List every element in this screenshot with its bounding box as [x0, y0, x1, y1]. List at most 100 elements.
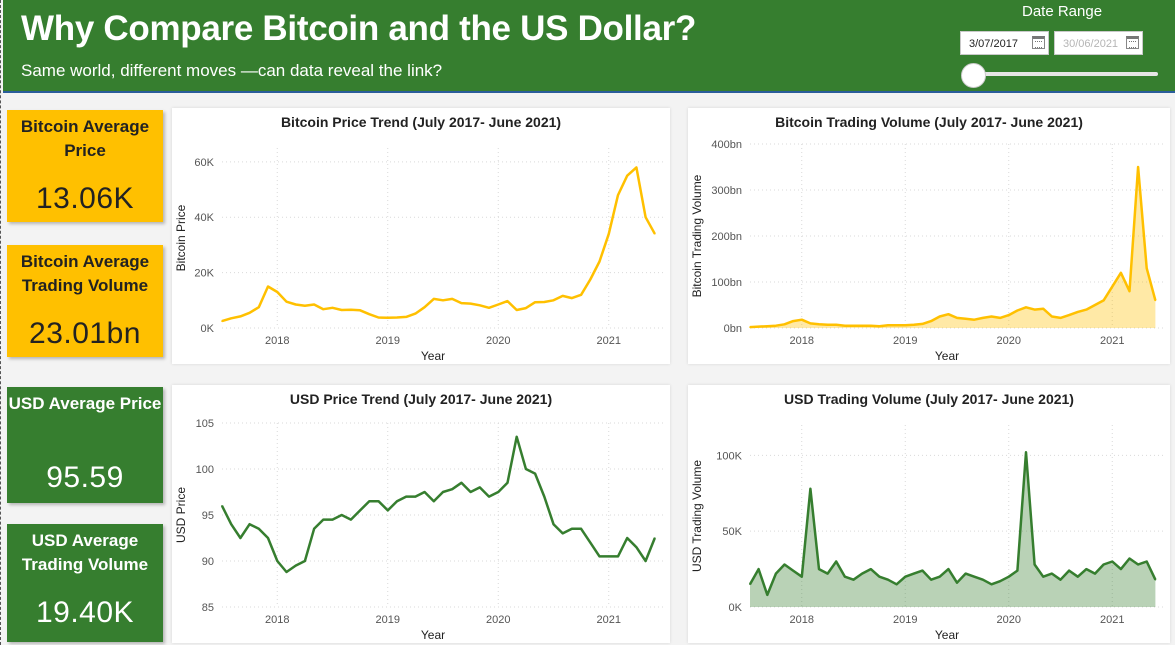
- data-point: [1033, 563, 1036, 566]
- date-end-input[interactable]: 30/06/2021: [1054, 31, 1143, 55]
- date-range-slider-handle[interactable]: [961, 63, 986, 88]
- data-point: [1008, 314, 1010, 316]
- data-point: [331, 518, 334, 521]
- data-point: [350, 308, 352, 311]
- data-point: [801, 318, 803, 321]
- page-subtitle: Same world, different moves —can data re…: [21, 61, 443, 80]
- x-tick-label: 2021: [1100, 335, 1124, 347]
- data-point: [276, 291, 279, 293]
- data-point: [792, 320, 794, 322]
- y-tick-label: 105: [196, 418, 214, 430]
- data-point: [534, 301, 536, 303]
- data-point: [1025, 451, 1027, 454]
- kpi-card-btc-volume: Bitcoin Average Trading Volume 23.01bn: [7, 245, 163, 357]
- data-point: [469, 491, 472, 493]
- data-point: [405, 316, 407, 318]
- data-point: [921, 323, 924, 325]
- chart-title: Bitcoin Trading Volume (July 2017- June …: [775, 114, 1083, 130]
- data-point: [757, 325, 760, 328]
- data-point: [405, 495, 407, 498]
- data-point: [525, 468, 527, 470]
- x-tick-label: 2019: [376, 335, 400, 347]
- y-tick-label: 0K: [729, 602, 743, 614]
- data-point: [377, 500, 380, 502]
- data-point: [878, 575, 881, 578]
- y-tick-label: 100K: [716, 450, 742, 462]
- kpi-card-btc-price: Bitcoin Average Price 13.06K: [7, 110, 163, 222]
- data-point: [757, 568, 760, 570]
- data-point: [488, 307, 490, 309]
- y-tick-label: 0K: [201, 323, 215, 335]
- data-point: [930, 320, 932, 322]
- data-point: [221, 505, 223, 507]
- data-point: [982, 578, 984, 581]
- x-tick-label: 2018: [790, 614, 814, 626]
- data-point: [749, 326, 751, 328]
- data-point: [644, 560, 647, 562]
- data-point: [230, 523, 232, 525]
- kpi-label: Bitcoin Average Trading Volume: [20, 252, 150, 295]
- data-point: [488, 495, 490, 498]
- data-point: [921, 569, 924, 572]
- data-point: [331, 307, 334, 309]
- data-point: [644, 216, 647, 218]
- data-point: [626, 174, 628, 177]
- data-point: [571, 528, 573, 530]
- calendar-icon[interactable]: [1032, 36, 1045, 49]
- x-tick-label: 2020: [997, 614, 1021, 626]
- data-point: [895, 324, 898, 326]
- data-point: [626, 537, 628, 539]
- x-tick-label: 2021: [597, 614, 621, 626]
- data-point: [433, 500, 435, 502]
- date-range-slider-track[interactable]: [975, 72, 1158, 76]
- data-point: [861, 324, 863, 327]
- data-point: [276, 560, 279, 562]
- data-point: [322, 518, 325, 521]
- kpi-label: USD Average Price: [8, 394, 162, 413]
- kpi-value: 95.59: [46, 461, 124, 494]
- data-point: [947, 568, 950, 570]
- data-point: [515, 309, 518, 311]
- kpi-label: Bitcoin Average Price: [20, 117, 150, 160]
- y-tick-label: 95: [202, 510, 214, 522]
- chart-title: USD Trading Volume (July 2017- June 2021…: [784, 391, 1074, 407]
- data-point: [1128, 557, 1131, 560]
- data-point: [368, 500, 371, 502]
- data-point: [561, 532, 564, 535]
- data-point: [340, 514, 343, 516]
- data-point: [990, 583, 993, 586]
- x-tick-label: 2018: [790, 335, 814, 347]
- data-point: [783, 563, 786, 566]
- data-point: [350, 518, 352, 521]
- calendar-icon[interactable]: [1126, 36, 1139, 49]
- data-point: [783, 323, 786, 326]
- data-point: [598, 555, 601, 558]
- data-point: [654, 537, 656, 539]
- data-point: [982, 317, 984, 319]
- y-tick-label: 40K: [194, 212, 214, 224]
- data-point: [460, 302, 463, 304]
- chart-panel-btc-volume: Bitcoin Trading Volume (July 2017- June …: [688, 108, 1170, 364]
- data-point: [497, 491, 500, 493]
- data-point: [313, 528, 315, 530]
- data-point: [826, 324, 829, 326]
- data-point: [552, 523, 555, 525]
- data-point: [423, 306, 426, 308]
- kpi-card-usd-price: USD Average Price 95.59: [7, 387, 163, 503]
- data-point: [861, 572, 863, 575]
- data-point: [598, 260, 601, 263]
- data-point: [617, 194, 619, 196]
- data-point: [304, 560, 306, 562]
- x-tick-label: 2019: [893, 614, 917, 626]
- data-point: [835, 324, 837, 326]
- y-axis-label: Bitcoin Price: [174, 204, 188, 271]
- chart-svg: 0K 20K 40K 60K 2018 2019 2020 2021 Year Bitcoin P…: [174, 148, 664, 363]
- date-start-input[interactable]: 3/07/2017: [960, 31, 1049, 55]
- page-title: Why Compare Bitcoin and the US Dollar?: [21, 9, 697, 48]
- data-point: [635, 546, 638, 548]
- data-point: [248, 312, 251, 314]
- data-point: [964, 572, 967, 575]
- data-point: [1120, 568, 1122, 570]
- data-point: [1077, 311, 1079, 313]
- data-point: [1008, 575, 1010, 578]
